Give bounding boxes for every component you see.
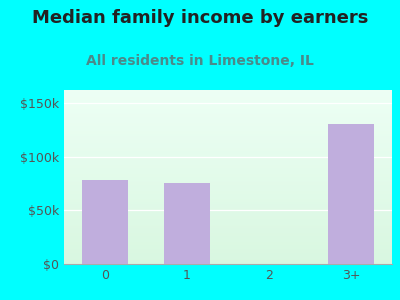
Text: All residents in Limestone, IL: All residents in Limestone, IL — [86, 54, 314, 68]
Text: Median family income by earners: Median family income by earners — [32, 9, 368, 27]
Bar — [328, 124, 374, 264]
Bar — [164, 183, 210, 264]
Bar — [82, 180, 128, 264]
